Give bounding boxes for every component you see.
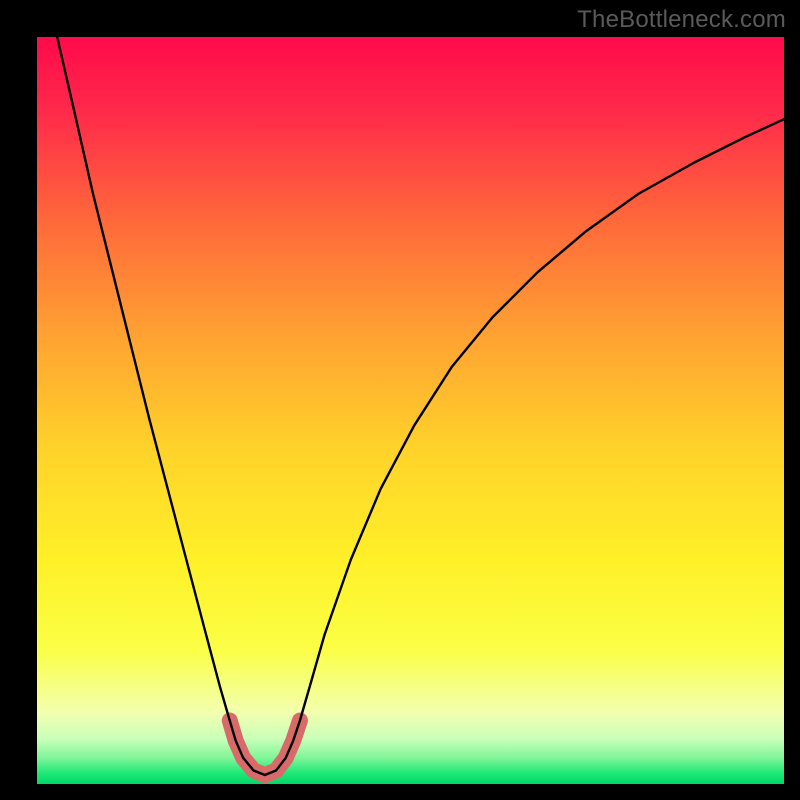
screenshot-root: TheBottleneck.com bbox=[0, 0, 800, 800]
chart-plot-area bbox=[37, 37, 784, 784]
chart-background bbox=[37, 37, 784, 784]
watermark-text: TheBottleneck.com bbox=[577, 6, 786, 34]
chart-svg bbox=[37, 37, 784, 784]
